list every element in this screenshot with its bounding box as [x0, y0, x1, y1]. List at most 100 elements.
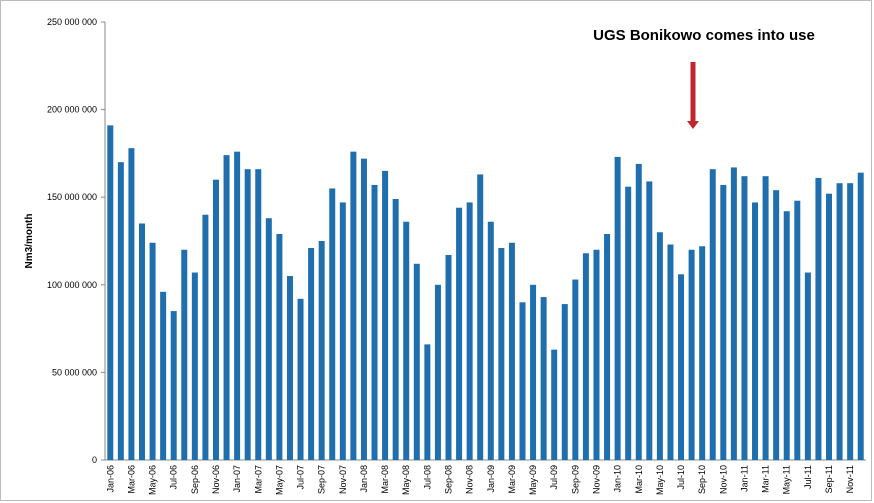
- bar: [730, 167, 737, 460]
- bar: [160, 291, 167, 460]
- bar: [138, 223, 145, 460]
- bar: [773, 190, 780, 460]
- x-tick-label: Mar-11: [761, 465, 771, 493]
- bar: [191, 272, 198, 460]
- y-tick-label: 100 000 000: [47, 280, 97, 290]
- bar: [508, 242, 515, 460]
- x-tick-label: Jul-11: [803, 465, 813, 489]
- bar: [329, 188, 336, 460]
- x-tick-label: May-11: [782, 465, 792, 494]
- bar: [445, 255, 452, 460]
- x-tick-label: Nov-06: [211, 465, 221, 494]
- bar: [202, 214, 209, 460]
- bar: [857, 172, 864, 460]
- bar: [561, 304, 568, 460]
- x-tick-label: May-06: [148, 465, 158, 495]
- bar: [403, 221, 410, 460]
- bar: [625, 186, 632, 461]
- bar: [424, 344, 431, 460]
- bar: [392, 198, 399, 460]
- y-tick-label: 0: [92, 455, 97, 465]
- x-tick-label: Jan-08: [359, 465, 369, 493]
- bar: [276, 233, 283, 460]
- x-tick-label: Mar-07: [253, 465, 263, 494]
- bar: [297, 298, 304, 460]
- x-tick-label: Sep-06: [190, 465, 200, 494]
- bar: [466, 202, 473, 460]
- x-tick-label: Nov-08: [465, 465, 475, 494]
- bar: [635, 163, 642, 461]
- bar: [783, 211, 790, 460]
- bar: [678, 274, 685, 460]
- x-tick-label: Jan-07: [232, 465, 242, 493]
- bar: [456, 207, 463, 460]
- bar: [656, 232, 663, 460]
- bar: [604, 233, 611, 460]
- y-tick-label: 200 000 000: [47, 105, 97, 115]
- bar: [646, 181, 653, 460]
- bar: [371, 184, 378, 460]
- bar: [530, 284, 537, 460]
- x-tick-label: May-08: [401, 465, 411, 495]
- bar: [308, 248, 315, 460]
- bar: [709, 169, 716, 460]
- bar: [593, 249, 600, 460]
- bar: [107, 125, 114, 461]
- x-tick-label: Sep-10: [697, 465, 707, 494]
- x-tick-label: Mar-09: [507, 465, 517, 494]
- x-tick-label: Jul-09: [549, 465, 559, 490]
- bar: [688, 249, 695, 460]
- annotation-arrow: [687, 62, 699, 129]
- x-tick-label: Jul-08: [422, 465, 432, 490]
- bar: [413, 263, 420, 460]
- x-tick-label: Jan-10: [613, 465, 623, 493]
- bar: [350, 151, 357, 460]
- x-tick-label: Sep-09: [570, 465, 580, 494]
- bar: [487, 221, 494, 460]
- bar: [170, 311, 177, 460]
- x-tick-label: Jan-11: [739, 465, 749, 492]
- x-tick-label: May-10: [655, 465, 665, 495]
- annotation: UGS Bonikowo comes into use: [593, 27, 815, 44]
- bar: [477, 174, 484, 460]
- bar: [244, 169, 251, 460]
- bar: [826, 193, 833, 461]
- x-tick-label: Jan-06: [105, 465, 115, 493]
- bar: [815, 177, 822, 461]
- y-axis-label: Nm3/month: [24, 214, 35, 269]
- x-tick-label: Sep-08: [444, 465, 454, 494]
- bar: [741, 176, 748, 460]
- bar: [699, 246, 706, 460]
- bar: [720, 184, 727, 460]
- x-tick-label: Nov-09: [591, 465, 601, 494]
- x-tick-label: Mar-06: [126, 465, 136, 494]
- x-tick-label: Jul-07: [296, 465, 306, 490]
- bar: [181, 249, 188, 460]
- bar: [255, 169, 262, 460]
- x-tick-label: Mar-10: [634, 465, 644, 494]
- bar: [149, 242, 156, 460]
- bar: [794, 200, 801, 461]
- bar: [540, 297, 547, 460]
- bar: [382, 170, 389, 461]
- x-tick-label: May-09: [528, 465, 538, 495]
- bar: [360, 158, 367, 460]
- bar: [223, 155, 230, 461]
- x-tick-label: Nov-07: [338, 465, 348, 494]
- bar: [265, 218, 272, 460]
- x-tick-label: Mar-08: [380, 465, 390, 494]
- x-tick-label: Sep-07: [317, 465, 327, 494]
- y-tick-label: 150 000 000: [47, 192, 97, 202]
- bar: [318, 241, 325, 460]
- bar: [614, 156, 621, 461]
- x-tick-label: Nov-11: [845, 465, 855, 493]
- x-tick-label: Sep-11: [824, 465, 834, 493]
- y-tick-label: 250 000 000: [47, 17, 97, 27]
- bar: [234, 151, 241, 460]
- y-tick-label: 50 000 000: [52, 367, 97, 377]
- x-tick-label: May-07: [274, 465, 284, 495]
- bar: [339, 202, 346, 460]
- bar: [762, 176, 769, 460]
- bar: [212, 179, 219, 460]
